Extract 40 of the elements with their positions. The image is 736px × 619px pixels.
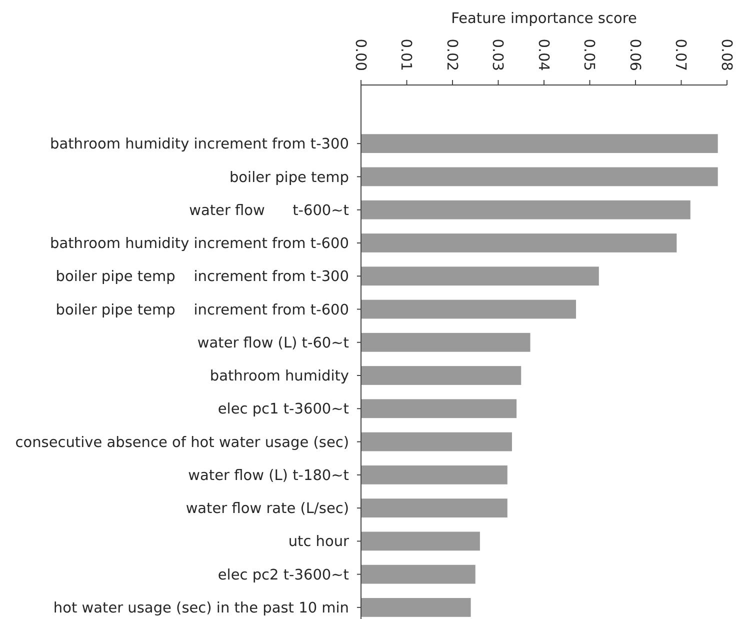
y-tick-label: consecutive absence of hot water usage (sec) [15, 434, 349, 451]
bar [361, 134, 718, 154]
x-tick-label: 0.00 [352, 38, 368, 71]
bar [361, 498, 508, 518]
bar [361, 399, 517, 418]
bar [361, 300, 576, 319]
bar [361, 234, 677, 252]
x-tick-label: 0.02 [443, 38, 460, 71]
y-tick-label: elec pc1 t-3600~t [218, 402, 350, 418]
y-tick-label: utc hour [288, 534, 350, 550]
bar [361, 266, 599, 286]
x-tick-label: 0.06 [626, 38, 642, 71]
y-tick-label: bathroom humidity increment from t-600 [50, 236, 349, 252]
bar [361, 598, 471, 617]
y-tick-label: boiler pipe temp increment from t-300 [56, 269, 349, 286]
y-tick-label: water flow (L) t-60~t [197, 335, 350, 352]
y-tick-label: water flow rate (L/sec) [186, 501, 349, 518]
x-tick-label: 0.03 [489, 38, 506, 71]
bar [361, 332, 530, 352]
y-tick-label: elec pc2 t-3600~t [218, 567, 350, 584]
bar [361, 200, 690, 220]
y-tick-label: water flow (L) t-180~t [188, 468, 350, 484]
y-tick-label: hot water usage (sec) in the past 10 min [53, 600, 349, 617]
x-tick-label: 0.07 [672, 38, 688, 71]
y-tick-label: bathroom humidity [210, 368, 350, 385]
y-tick-label: boiler pipe temp [229, 170, 349, 186]
bar [361, 432, 512, 452]
bar [361, 564, 476, 584]
y-tick-label: boiler pipe temp increment from t-600 [56, 302, 349, 318]
x-axis-title: Feature importance score [451, 11, 637, 27]
y-tick-label: water flow t-600~t [189, 202, 350, 219]
x-tick-label: 0.05 [580, 38, 597, 71]
x-tick-label: 0.08 [718, 38, 734, 71]
x-tick-label: 0.01 [398, 38, 414, 71]
bar [361, 366, 522, 385]
bar [361, 532, 480, 551]
bar [361, 167, 718, 186]
y-tick-label: bathroom humidity increment from t-300 [50, 136, 349, 153]
bar [361, 465, 508, 484]
x-tick-label: 0.04 [534, 38, 551, 71]
